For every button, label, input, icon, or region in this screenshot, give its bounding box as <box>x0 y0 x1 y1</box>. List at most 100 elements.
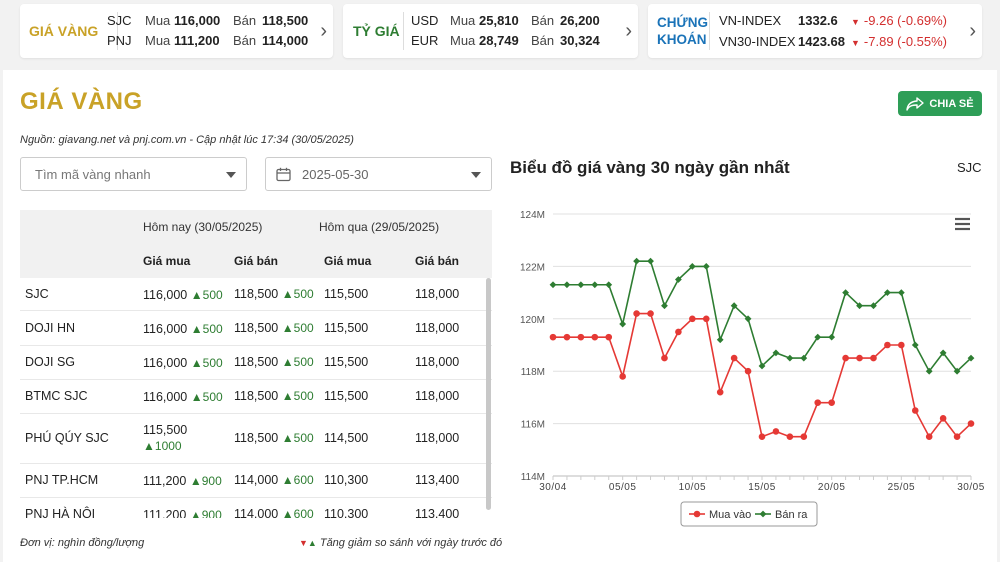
today-sell-change: 500 <box>293 355 314 369</box>
data-point[interactable] <box>953 367 961 375</box>
data-point[interactable] <box>647 310 654 317</box>
data-point[interactable] <box>563 333 571 341</box>
data-point[interactable] <box>689 315 696 323</box>
data-point[interactable] <box>549 281 557 289</box>
table-row[interactable]: DOJI HN 116,000 ▲500 118,500 ▲500 115,50… <box>20 311 492 346</box>
data-point[interactable] <box>688 263 696 270</box>
data-point[interactable] <box>953 433 961 440</box>
data-point[interactable] <box>772 428 780 435</box>
data-point[interactable] <box>897 289 905 296</box>
data-point[interactable] <box>898 341 905 349</box>
data-point[interactable] <box>884 341 891 349</box>
data-point[interactable] <box>730 354 738 362</box>
table-row[interactable]: PNJ TP.HCM 111,200 ▲900 114,000 ▲600 110… <box>20 464 492 498</box>
data-point[interactable] <box>856 302 863 310</box>
data-point[interactable] <box>925 433 933 440</box>
chevron-right-icon[interactable]: › <box>625 20 632 42</box>
data-point[interactable] <box>800 354 808 362</box>
yesterday-buy: 110,300 <box>324 473 369 487</box>
legend-label: Mua vào <box>709 509 751 521</box>
data-point[interactable] <box>605 333 613 341</box>
data-point[interactable] <box>828 399 835 406</box>
table-row[interactable]: SJC 116,000 ▲500 118,500 ▲500 115,500 11… <box>20 278 492 311</box>
data-point[interactable] <box>772 349 780 357</box>
legend-item[interactable]: Mua vào <box>689 509 751 521</box>
table-row[interactable]: DOJI SG 116,000 ▲500 118,500 ▲500 115,50… <box>20 346 492 380</box>
data-point[interactable] <box>619 373 626 380</box>
table-row[interactable]: PHÚ QÚY SJC 115,500 ▲1000 118,500 ▲500 1… <box>20 414 492 464</box>
data-point[interactable] <box>619 320 627 328</box>
data-point[interactable] <box>856 354 863 362</box>
data-point[interactable] <box>563 281 571 289</box>
fx-ticker-card[interactable]: TỶ GIÁ USD Mua 25,810 Bán 26,200 EUR Mua… <box>343 4 638 58</box>
data-point[interactable] <box>591 333 599 341</box>
gold-ticker-card[interactable]: GIÁ VÀNG SJC Mua 116,000 Bán 118,500 PNJ… <box>20 4 333 58</box>
stock-ticker-row: VN30-INDEX 1423.68 ▼ -7.89 (-0.55%) <box>719 32 947 53</box>
data-point[interactable] <box>758 433 766 440</box>
caret-down-icon <box>226 172 236 178</box>
data-point[interactable] <box>647 257 654 265</box>
data-point[interactable] <box>911 407 919 414</box>
change-legend: ▼▲ Tăng giảm so sánh với ngày trước đó <box>299 537 502 549</box>
data-point[interactable] <box>702 315 710 323</box>
data-point[interactable] <box>925 367 933 375</box>
table-row[interactable]: BTMC SJC 116,000 ▲500 118,500 ▲500 115,5… <box>20 380 492 414</box>
y-tick-label: 124M <box>520 210 545 221</box>
gold-name: PHÚ QÚY SJC <box>25 431 109 445</box>
data-point[interactable] <box>842 354 849 362</box>
table-row[interactable]: PNJ HÀ NỘI 111,200 ▲900 114,000 ▲600 110… <box>20 498 492 518</box>
data-point[interactable] <box>800 433 808 440</box>
data-point[interactable] <box>842 289 849 296</box>
today-buy: 116,000 ▲500 <box>143 355 233 371</box>
col-header-today-sell: Giá bán <box>234 254 279 268</box>
data-point[interactable] <box>730 302 738 310</box>
data-point[interactable] <box>702 263 710 270</box>
data-point[interactable] <box>661 354 668 362</box>
data-point[interactable] <box>758 362 766 370</box>
data-point[interactable] <box>870 302 877 310</box>
table-header-columns: Giá mua Giá bán Giá mua Giá bán <box>20 243 492 278</box>
chevron-right-icon[interactable]: › <box>320 20 327 42</box>
stock-ticker-card[interactable]: CHỨNG KHOÁN VN-INDEX 1332.6 ▼ -9.26 (-0.6… <box>648 4 982 58</box>
today-sell-value: 118,500 <box>234 320 279 335</box>
data-point[interactable] <box>549 333 557 341</box>
date-value: 2025-05-30 <box>302 166 369 182</box>
data-point[interactable] <box>939 349 947 357</box>
today-buy: 116,000 ▲500 <box>143 321 233 337</box>
data-point[interactable] <box>675 276 682 283</box>
data-point[interactable] <box>870 354 877 362</box>
data-point[interactable] <box>716 388 724 396</box>
data-point[interactable] <box>605 281 613 289</box>
data-point[interactable] <box>814 399 822 406</box>
today-buy-change: 500 <box>202 287 223 302</box>
chart-menu-icon[interactable] <box>953 216 973 232</box>
data-point[interactable] <box>675 328 682 336</box>
share-button[interactable]: CHIA SẺ <box>898 91 982 116</box>
yesterday-sell: 118,000 <box>415 286 460 301</box>
data-point[interactable] <box>744 315 752 323</box>
data-point[interactable] <box>939 415 947 422</box>
data-point[interactable] <box>967 354 975 362</box>
data-point[interactable] <box>828 333 836 341</box>
caret-down-icon <box>471 172 481 178</box>
table-scrollbar[interactable] <box>486 278 491 510</box>
data-point[interactable] <box>786 433 794 440</box>
data-point[interactable] <box>744 367 752 375</box>
chevron-right-icon[interactable]: › <box>969 20 976 42</box>
data-point[interactable] <box>591 281 599 289</box>
data-point[interactable] <box>577 333 585 341</box>
data-point[interactable] <box>633 257 640 265</box>
up-arrow-icon: ▲ <box>189 508 202 518</box>
data-point[interactable] <box>716 336 724 344</box>
data-point[interactable] <box>911 341 919 349</box>
down-arrow-icon: ▼ <box>851 38 860 48</box>
date-picker[interactable]: 2025-05-30 <box>265 157 492 191</box>
data-point[interactable] <box>967 420 975 427</box>
gold-search-select[interactable]: Tìm mã vàng nhanh <box>20 157 247 191</box>
data-point[interactable] <box>884 289 891 296</box>
data-point[interactable] <box>661 302 668 310</box>
data-point[interactable] <box>786 354 794 362</box>
data-point[interactable] <box>633 310 640 317</box>
stock-ticker-row: VN-INDEX 1332.6 ▼ -9.26 (-0.69%) <box>719 11 947 32</box>
data-point[interactable] <box>577 281 585 289</box>
